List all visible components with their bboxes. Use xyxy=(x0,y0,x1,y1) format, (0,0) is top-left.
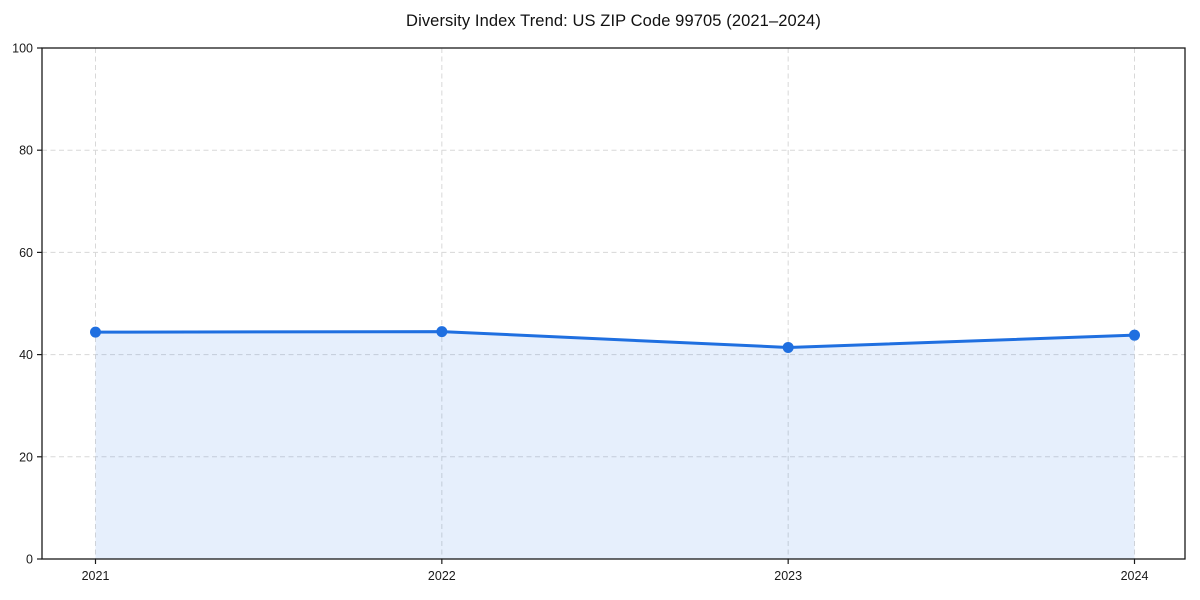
area-fill xyxy=(95,331,1135,559)
x-tick-label: 2022 xyxy=(428,569,456,583)
y-tick-label: 60 xyxy=(19,246,33,260)
y-tick-label: 80 xyxy=(19,144,33,158)
y-tick-label: 20 xyxy=(19,450,33,464)
x-tick-label: 2024 xyxy=(1121,569,1149,583)
plot-area-background xyxy=(42,48,1185,559)
data-point-marker-2022 xyxy=(436,326,448,338)
y-tick-label: 40 xyxy=(19,348,33,362)
x-tick-label: 2021 xyxy=(82,569,110,583)
y-tick-label: 100 xyxy=(12,42,33,56)
data-point-marker-2021 xyxy=(90,326,101,338)
data-point-marker-2024 xyxy=(1129,329,1140,341)
x-tick-label: 2023 xyxy=(774,569,802,583)
data-point-marker-2023 xyxy=(782,341,794,353)
chart-title: Diversity Index Trend: US ZIP Code 99705… xyxy=(406,12,821,30)
y-tick-label: 0 xyxy=(26,553,33,567)
plot-border xyxy=(41,47,1186,560)
trend-line xyxy=(94,330,1136,349)
